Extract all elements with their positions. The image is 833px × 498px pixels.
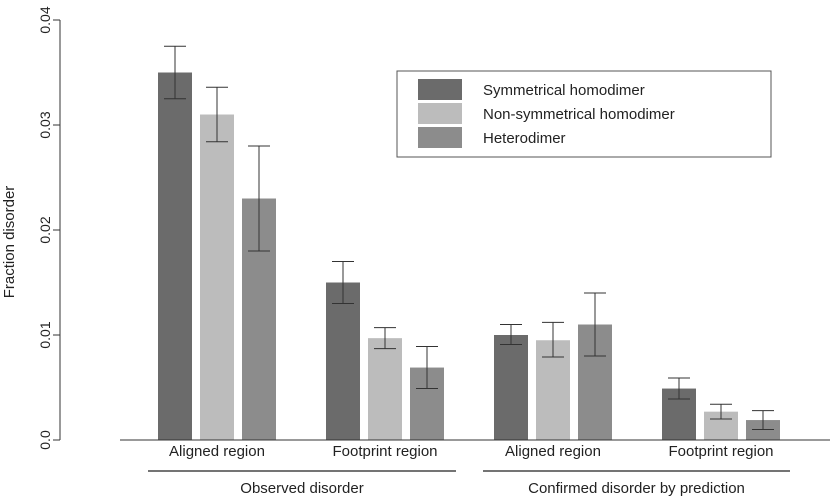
legend-label: Non-symmetrical homodimer	[483, 106, 675, 123]
group-label: Observed disorder	[240, 480, 363, 497]
category-label: Aligned region	[169, 443, 265, 460]
y-tick-label: 0.0	[37, 430, 53, 450]
bar	[368, 338, 402, 440]
legend-swatch	[418, 103, 462, 124]
bar	[326, 282, 360, 440]
bar	[158, 72, 192, 440]
y-tick-label: 0.01	[37, 321, 53, 348]
y-axis: 0.0 0.01 0.02 0.03 0.04	[37, 6, 61, 450]
bars	[158, 45, 780, 440]
y-tick-label: 0.04	[37, 6, 53, 33]
legend: Symmetrical homodimer Non-symmetrical hom…	[396, 70, 772, 158]
category-label: Footprint region	[332, 443, 437, 460]
bar	[746, 420, 780, 440]
bar	[494, 335, 528, 440]
y-axis-label: Fraction disorder	[1, 186, 18, 299]
x-axis: Aligned region Footprint region Aligned re…	[120, 439, 830, 497]
legend-label: Symmetrical homodimer	[483, 82, 645, 99]
category-label: Footprint region	[668, 443, 773, 460]
y-tick-label: 0.02	[37, 216, 53, 243]
group-label: Confirmed disorder by prediction	[528, 480, 745, 497]
legend-label: Heterodimer	[483, 130, 566, 147]
legend-swatch	[418, 127, 462, 148]
y-tick-label: 0.03	[37, 111, 53, 138]
legend-swatch	[418, 79, 462, 100]
bar	[200, 114, 234, 440]
category-label: Aligned region	[505, 443, 601, 460]
